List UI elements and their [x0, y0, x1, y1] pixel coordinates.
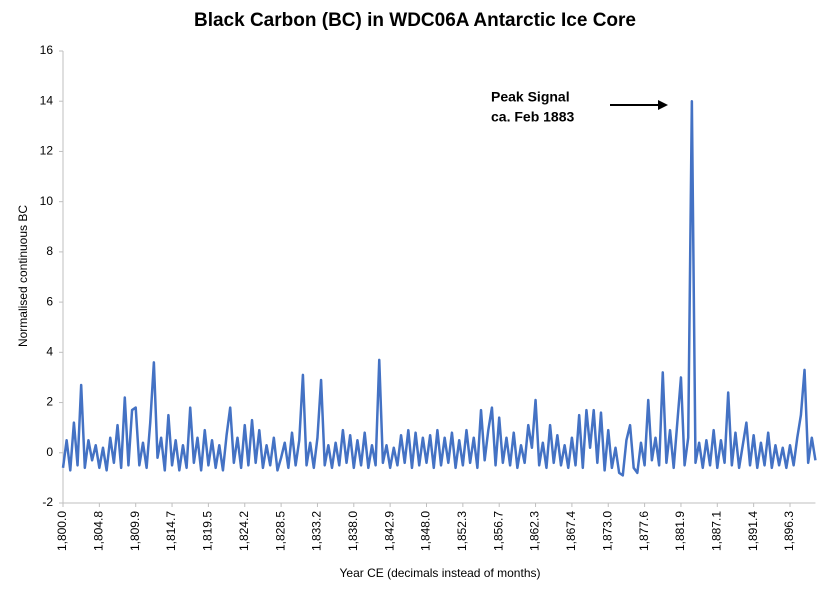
- x-tick-label: 1,809.9: [128, 511, 142, 551]
- x-tick-label: 1,824.2: [237, 511, 251, 551]
- x-tick-label: 1,867.4: [564, 511, 578, 551]
- arrow-head: [658, 100, 668, 110]
- x-tick-label: 1,862.3: [528, 511, 542, 551]
- x-axis-label: Year CE (decimals instead of months): [340, 566, 541, 580]
- x-tick-label: 1,833.2: [310, 511, 324, 551]
- annotation: ca. Feb 1883: [491, 109, 574, 125]
- x-tick-label: 1,881.9: [673, 511, 687, 551]
- y-tick-label: 6: [46, 294, 53, 308]
- x-tick-label: 1,887.1: [709, 511, 723, 551]
- x-tick-label: 1,814.7: [164, 511, 178, 551]
- y-tick-label: -2: [42, 495, 53, 509]
- y-tick-label: 2: [46, 395, 53, 409]
- x-tick-label: 1,800.0: [55, 511, 69, 551]
- x-tick-label: 1,804.8: [92, 511, 106, 551]
- x-tick-label: 1,856.7: [491, 511, 505, 551]
- x-tick-label: 1,852.3: [455, 511, 469, 551]
- data-line: [61, 99, 817, 477]
- x-tick-label: 1,896.3: [782, 511, 796, 551]
- y-tick-label: 14: [40, 93, 54, 107]
- y-tick-label: 16: [40, 43, 54, 57]
- y-tick-label: 12: [40, 144, 54, 158]
- x-tick-label: 1,891.4: [746, 511, 760, 551]
- y-tick-label: 8: [46, 244, 53, 258]
- y-tick-label: 0: [46, 445, 53, 459]
- chart-title: Black Carbon (BC) in WDC06A Antarctic Ic…: [194, 10, 636, 31]
- x-tick-label: 1,838.0: [346, 511, 360, 551]
- x-tick-label: 1,873.0: [600, 511, 614, 551]
- x-tick-label: 1,819.5: [201, 511, 215, 551]
- annotation: Peak Signal: [491, 89, 570, 105]
- x-tick-label: 1,842.9: [382, 511, 396, 551]
- x-tick-label: 1,828.5: [273, 511, 287, 551]
- x-tick-label: 1,848.0: [419, 511, 433, 551]
- x-tick-label: 1,877.6: [637, 511, 651, 551]
- y-tick-label: 4: [46, 345, 53, 359]
- y-axis-label: Normalised continuous BC: [16, 205, 30, 347]
- y-tick-label: 10: [40, 194, 54, 208]
